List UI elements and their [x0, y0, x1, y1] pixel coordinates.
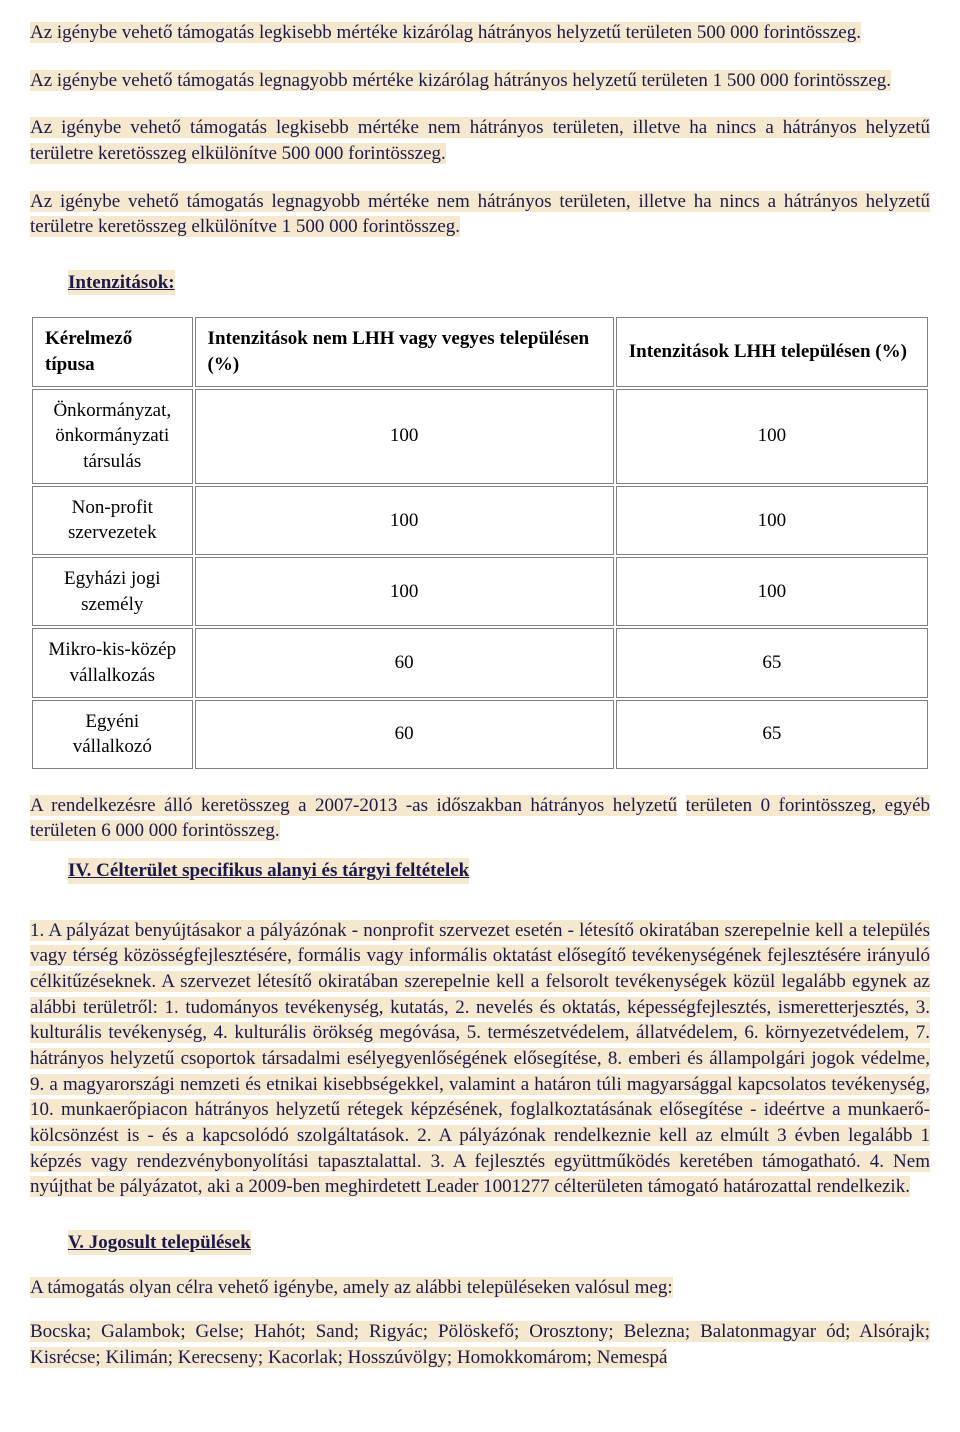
- cell-non-lhh: 100: [195, 486, 614, 555]
- paragraph-6: 1. A pályázat benyújtásakor a pályázónak…: [30, 918, 930, 1200]
- paragraph-1: Az igénybe vehető támogatás legkisebb mé…: [30, 20, 930, 46]
- cell-non-lhh: 100: [195, 389, 614, 484]
- table-row: Önkormányzat, önkormányzati társulás 100…: [32, 389, 928, 484]
- cell-applicant-type: Egyházi jogi személy: [32, 557, 193, 626]
- paragraph-8-text: Bocska; Galambok; Gelse; Hahót; Sand; Ri…: [30, 1321, 930, 1368]
- paragraph-7-text: A támogatás olyan célra vehető igénybe, …: [30, 1277, 673, 1298]
- table-row: Mikro-kis-közép vállalkozás 60 65: [32, 628, 928, 697]
- section-5-heading: V. Jogosult települések: [68, 1230, 251, 1256]
- cell-applicant-type: Önkormányzat, önkormányzati társulás: [32, 389, 193, 484]
- paragraph-8: Bocska; Galambok; Gelse; Hahót; Sand; Ri…: [30, 1319, 930, 1370]
- table-row: Non-profit szervezetek 100 100: [32, 486, 928, 555]
- paragraph-5: A rendelkezésre álló keretösszeg a 2007-…: [30, 793, 930, 844]
- cell-non-lhh: 60: [195, 628, 614, 697]
- table-row: Egyéni vállalkozó 60 65: [32, 700, 928, 769]
- table-row: Egyházi jogi személy 100 100: [32, 557, 928, 626]
- paragraph-3: Az igénybe vehető támogatás legkisebb mé…: [30, 115, 930, 166]
- paragraph-7: A támogatás olyan célra vehető igénybe, …: [30, 1275, 930, 1301]
- col-header-applicant-type: Kérelmező típusa: [32, 317, 193, 386]
- paragraph-4: Az igénybe vehető támogatás legnagyobb m…: [30, 189, 930, 240]
- cell-applicant-type: Egyéni vállalkozó: [32, 700, 193, 769]
- intensities-table: Kérelmező típusa Intenzitások nem LHH va…: [30, 315, 930, 770]
- paragraph-4-text: Az igénybe vehető támogatás legnagyobb m…: [30, 191, 930, 238]
- paragraph-3-text: Az igénybe vehető támogatás legkisebb mé…: [30, 117, 930, 164]
- section-4-heading: IV. Célterület specifikus alanyi és tárg…: [68, 858, 469, 884]
- cell-lhh: 65: [616, 700, 928, 769]
- cell-non-lhh: 100: [195, 557, 614, 626]
- cell-lhh: 100: [616, 389, 928, 484]
- cell-applicant-type: Non-profit szervezetek: [32, 486, 193, 555]
- cell-applicant-type: Mikro-kis-közép vállalkozás: [32, 628, 193, 697]
- paragraph-5a-text: A rendelkezésre álló keretösszeg a 2007-…: [30, 795, 677, 816]
- paragraph-1-text: Az igénybe vehető támogatás legkisebb mé…: [30, 22, 861, 43]
- cell-lhh: 100: [616, 486, 928, 555]
- cell-lhh: 100: [616, 557, 928, 626]
- cell-non-lhh: 60: [195, 700, 614, 769]
- col-header-non-lhh: Intenzitások nem LHH vagy vegyes települ…: [195, 317, 614, 386]
- col-header-lhh: Intenzitások LHH településen (%): [616, 317, 928, 386]
- table-header-row: Kérelmező típusa Intenzitások nem LHH va…: [32, 317, 928, 386]
- cell-lhh: 65: [616, 628, 928, 697]
- paragraph-2-text: Az igénybe vehető támogatás legnagyobb m…: [30, 70, 891, 91]
- paragraph-6-text: 1. A pályázat benyújtásakor a pályázónak…: [30, 920, 930, 1197]
- paragraph-2: Az igénybe vehető támogatás legnagyobb m…: [30, 68, 930, 94]
- intensities-heading: Intenzitások:: [68, 270, 175, 296]
